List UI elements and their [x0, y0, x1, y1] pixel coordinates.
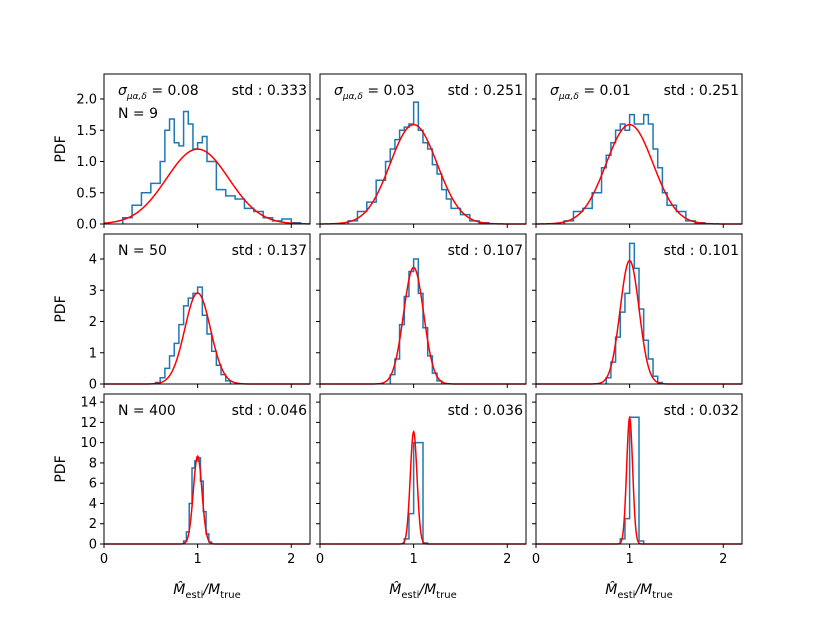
- x-axis-label: M̂esti/Mtrue: [605, 581, 672, 601]
- y-tick-label: 1: [89, 346, 97, 361]
- axes-frame: [103, 233, 311, 385]
- sigma-annotation: σμα,δ = 0.01: [550, 83, 631, 102]
- sigma-value: = 0.03: [363, 83, 415, 99]
- x-tick-label: 2: [503, 552, 511, 567]
- panel-0-2: std : 0.251 σμα,δ = 0.01: [532, 73, 743, 228]
- x-tick-label: 1: [625, 552, 633, 567]
- panel-0-0: 0.0 0.5 1.0 1.5 2.0 std : 0.333 σμα,δ = 0.08 N …: [53, 73, 311, 233]
- y-tick-label: 2: [89, 315, 97, 330]
- axes-frame: [535, 393, 743, 545]
- x-axis-label-part: M̂: [389, 581, 401, 598]
- x-tick-label: 1: [409, 552, 417, 567]
- y-tick-label: 2.0: [76, 93, 97, 108]
- x-axis-label-part: true: [652, 590, 673, 601]
- x-tick-label: 2: [719, 552, 727, 567]
- y-tick-label: 1.5: [76, 124, 97, 139]
- y-tick-label: 10: [80, 436, 97, 451]
- y-axis-label: PDF: [53, 295, 69, 322]
- x-tick-label: 0: [532, 552, 540, 567]
- x-axis-label-part: M̂: [605, 581, 617, 598]
- sigma-value: = 0.08: [147, 83, 199, 99]
- gaussian-fit-line: [103, 148, 311, 225]
- axes-frame: [319, 233, 527, 385]
- sigma-annotation: σμα,δ = 0.08: [118, 83, 199, 102]
- x-axis-label-part: esti: [401, 590, 419, 601]
- y-tick-label: 3: [89, 284, 97, 299]
- y-tick-label: 0.0: [76, 218, 97, 233]
- histogram-line: [182, 457, 213, 544]
- std-annotation: std : 0.036: [448, 403, 523, 419]
- std-annotation: std : 0.032: [664, 403, 739, 419]
- n-annotation: N = 400: [118, 403, 176, 419]
- axes-frame: [535, 73, 743, 225]
- x-axis-label-part: true: [220, 590, 241, 601]
- panel-2-1: 0 1 2 std : 0.036 M̂esti/Mtrue: [316, 393, 527, 601]
- axes-frame: [535, 233, 743, 385]
- x-axis-label-part: /M: [201, 582, 220, 598]
- x-axis-label-part: esti: [617, 590, 635, 601]
- sigma-subscript: μα,δ: [558, 92, 580, 102]
- n-annotation: N = 9: [118, 106, 158, 122]
- y-tick-label: 4: [89, 253, 97, 268]
- x-axis-label: M̂esti/Mtrue: [173, 581, 240, 601]
- histogram-line: [121, 110, 302, 224]
- sigma-value: = 0.01: [579, 83, 631, 99]
- x-tick-label: 0: [100, 552, 108, 567]
- std-annotation: std : 0.251: [664, 83, 739, 99]
- x-axis-label-part: /M: [417, 582, 436, 598]
- histogram-line: [389, 258, 443, 384]
- x-axis-label-part: M̂: [173, 581, 185, 598]
- y-tick-label: 0: [89, 538, 97, 553]
- gaussian-fit-line: [104, 292, 310, 385]
- panel-1-0: 0 1 2 3 4 std : 0.137 N = 50 PDF: [53, 233, 311, 393]
- y-tick-label: 14: [80, 396, 97, 411]
- std-annotation: std : 0.251: [448, 83, 523, 99]
- x-tick-label: 0: [316, 552, 324, 567]
- panel-1-1: std : 0.107: [316, 233, 527, 388]
- x-axis-label: M̂esti/Mtrue: [389, 581, 456, 601]
- axes-frame: [319, 393, 527, 545]
- gaussian-fit-line: [536, 123, 742, 225]
- sigma-subscript: μα,δ: [126, 92, 148, 102]
- y-tick-label: 0.5: [76, 186, 97, 201]
- y-tick-label: 8: [89, 456, 97, 471]
- axes-frame: [319, 73, 527, 225]
- panel-1-2: std : 0.101: [532, 233, 743, 388]
- gaussian-fit-line: [104, 455, 310, 545]
- std-annotation: std : 0.046: [232, 403, 307, 419]
- histogram-line: [605, 242, 664, 384]
- x-axis-label-part: /M: [633, 582, 652, 598]
- std-annotation: std : 0.101: [664, 243, 739, 259]
- sigma-symbol: σ: [118, 83, 128, 99]
- sigma-annotation: σμα,δ = 0.03: [334, 83, 415, 102]
- y-tick-label: 6: [89, 477, 97, 492]
- sigma-symbol: σ: [334, 83, 344, 99]
- x-axis-label-part: esti: [185, 590, 203, 601]
- y-tick-label: 0: [89, 378, 97, 393]
- x-tick-label: 1: [193, 552, 201, 567]
- y-tick-label: 1.0: [76, 155, 97, 170]
- y-tick-label: 12: [80, 416, 97, 431]
- panel-2-2: 0 1 2 std : 0.032 M̂esti/Mtrue: [532, 393, 743, 601]
- std-annotation: std : 0.107: [448, 243, 523, 259]
- panel-0-1: std : 0.251 σμα,δ = 0.03: [316, 73, 527, 228]
- y-tick-label: 2: [89, 517, 97, 532]
- n-annotation: N = 50: [118, 243, 167, 259]
- x-tick-label: 2: [287, 552, 295, 567]
- std-annotation: std : 0.137: [232, 243, 307, 259]
- y-axis-label: PDF: [53, 455, 69, 482]
- sigma-subscript: μα,δ: [342, 92, 364, 102]
- axes-frame: [103, 393, 311, 545]
- histogram-line: [347, 101, 490, 224]
- histogram-line: [154, 286, 232, 384]
- x-axis-label-part: true: [436, 590, 457, 601]
- y-axis-label: PDF: [53, 135, 69, 162]
- sigma-symbol: σ: [550, 83, 560, 99]
- std-annotation: std : 0.333: [232, 83, 307, 99]
- axes-frame: [103, 73, 311, 225]
- y-tick-label: 4: [89, 497, 97, 512]
